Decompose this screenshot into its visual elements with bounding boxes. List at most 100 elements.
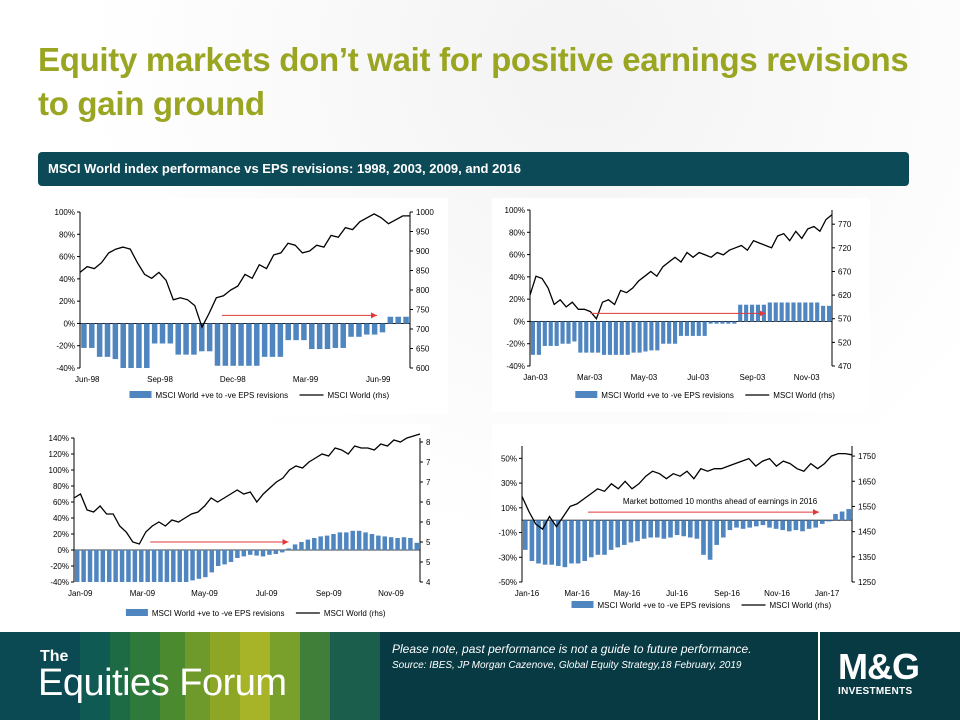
eps-revision-bar [309,323,315,350]
eps-revision-bar [247,550,253,555]
chart-banner: MSCI World index performance vs EPS revi… [38,152,909,186]
right-tick-label: 1650 [858,477,876,486]
eps-revision-bar [536,321,541,355]
lead-arrow-head [813,509,819,516]
eps-revision-bar [119,550,125,582]
eps-revision-bar [81,323,87,348]
eps-revision-bar [601,321,607,355]
eps-revision-bar [821,305,826,322]
chart-1998: 100% 80% 60% 40% 20% 0% -20% -40% 1000 950 900 850 8… [55,208,435,400]
right-tick-label: 570 [838,315,852,324]
right-tick-label: 1450 [858,528,876,537]
right-tick-label: 820 [426,438,430,447]
x-tick-label: Jun-98 [75,375,100,384]
x-tick-label: Nov-03 [794,373,820,382]
right-tick-label: 1350 [858,553,876,562]
eps-revision-bar [106,550,112,582]
disclaimer-text: Please note, past performance is not a g… [392,642,752,656]
legend-line-label: MSCI World (rhs) [324,609,386,618]
msci-world-line [73,433,421,545]
eps-revision-bar [401,537,407,550]
eps-revision-bar [826,305,832,322]
eps-revision-bar [635,520,640,542]
eps-revision-bar [575,520,581,564]
left-tick-label: -20% [506,340,525,349]
right-tick-label: 900 [416,247,430,256]
eps-revision-bar [826,520,832,522]
eps-revision-bar [595,520,601,555]
left-tick-label: 40% [509,273,525,282]
eps-revision-bar [596,321,601,353]
chart-panel-2003: 100% 80% 60% 40% 20% 0% -20% -40% 770 720 670 620 57… [492,198,870,412]
legend-bar-swatch [125,609,148,616]
eps-revision-bar [260,550,266,557]
eps-revision-bar [395,538,400,550]
eps-revision-bar [196,550,202,579]
x-tick-label: Jan-09 [68,589,93,598]
x-tick-label: Mar-09 [130,589,156,598]
legend-bar-swatch [571,601,594,608]
eps-revision-bar [760,520,766,526]
left-tick-label: -20% [56,342,75,351]
right-tick-label: 850 [416,267,430,276]
eps-revision-bar [803,302,808,322]
x-tick-label: Nov-16 [764,589,790,598]
eps-revision-bar [371,323,378,335]
x-tick-label: Jun-99 [366,375,391,384]
chart-2016: 50% 30% 10% -10% -30% -50% 1750 1650 1550 1450 135… [498,446,876,610]
eps-revision-bar [403,316,409,324]
eps-revision-bar [674,520,680,536]
right-tick-label: 700 [416,325,430,334]
eps-revision-bar [285,323,291,341]
eps-revision-bar [395,316,401,324]
eps-revision-bar [819,520,825,524]
msci-world-line [529,214,833,320]
eps-revision-bar [144,323,150,368]
eps-revision-bar [702,321,707,336]
legend-line-label: MSCI World (rhs) [770,601,832,610]
chart-annotation: Market bottomed 10 months ahead of earni… [623,497,818,506]
left-tick-label: 120% [49,450,69,459]
eps-revision-bar [554,321,559,346]
eps-revision-bar [714,520,720,545]
left-tick-label: 100% [49,466,69,475]
eps-revision-bar [791,302,796,322]
eps-revision-bar [279,550,285,553]
left-tick-label: 20% [59,297,75,306]
eps-revision-bar [654,520,660,538]
eps-revision-bar [203,550,208,578]
eps-revision-bar [613,321,618,355]
eps-revision-bar [806,520,812,529]
eps-revision-bar [648,520,654,538]
lead-arrow-head [759,310,766,317]
eps-revision-bar [128,323,134,368]
left-tick-label: -40% [506,362,525,371]
left-tick-label: 40% [53,514,69,523]
eps-revision-bar [740,520,746,529]
x-tick-label: Jul-03 [687,373,709,382]
right-tick-label: 770 [838,220,852,229]
x-tick-label: Sep-98 [147,375,173,384]
eps-revision-bar [171,550,176,582]
eps-revision-bar [159,323,166,344]
eps-revision-bar [337,532,343,550]
eps-revision-bar [696,321,701,336]
eps-revision-bar [720,321,725,324]
legend-bar-label: MSCI World +ve to -ve EPS revisions [152,609,285,618]
eps-revision-bar [701,520,706,555]
eps-revision-bar [356,530,362,550]
mg-logo: M&G INVESTMENTS [838,648,948,708]
eps-revision-bar [582,520,588,561]
lead-arrow-head [282,539,289,545]
left-tick-label: 30% [501,479,517,488]
x-tick-label: Mar-99 [293,375,319,384]
eps-revision-bar [649,321,654,351]
eps-revision-bar [779,302,784,322]
x-tick-label: Jul-16 [666,589,688,598]
eps-revision-bar [191,323,197,355]
right-tick-label: 470 [838,362,852,371]
x-tick-label: May-09 [191,589,218,598]
eps-revision-bar [316,323,323,350]
x-tick-label: Jan-17 [815,589,840,598]
lead-arrow-head [371,312,377,319]
